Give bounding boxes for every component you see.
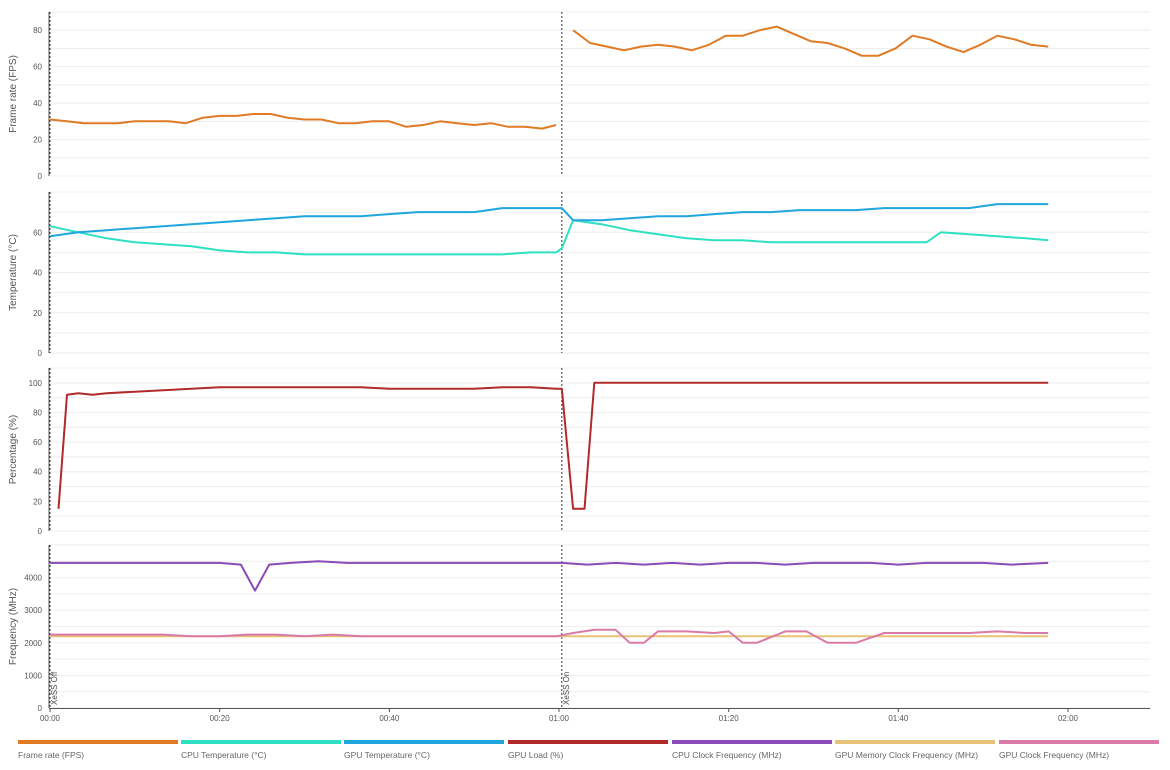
legend-item-cpu-temperature[interactable]: CPU Temperature (°C) xyxy=(181,740,341,766)
series-line xyxy=(49,113,557,130)
y-tick-label: 80 xyxy=(33,26,42,35)
y-tick-label: 60 xyxy=(33,438,42,447)
y-tick-label: 40 xyxy=(33,269,42,278)
legend-label: Frame rate (FPS) xyxy=(18,750,85,760)
x-tick-label: 00:20 xyxy=(210,714,231,723)
y-tick-label: 40 xyxy=(33,99,42,108)
legend-label: CPU Temperature (°C) xyxy=(181,750,267,760)
x-tick-label: 01:00 xyxy=(549,714,570,723)
y-tick-label: 60 xyxy=(33,63,42,72)
y-tick-label: 0 xyxy=(38,704,43,713)
y-tick-label: 20 xyxy=(33,136,42,145)
legend-item-gpu-memory-clock[interactable]: GPU Memory Clock Frequency (MHz) xyxy=(835,740,995,766)
legend-swatch xyxy=(181,740,341,744)
legend-item-frame-rate[interactable]: Frame rate (FPS) xyxy=(18,740,178,766)
y-tick-label: 80 xyxy=(33,408,42,417)
y-axis-label: Frame rate (FPS) xyxy=(8,55,19,133)
y-tick-label: 4000 xyxy=(24,574,42,583)
legend-swatch xyxy=(835,740,995,744)
legend-swatch xyxy=(672,740,832,744)
y-tick-label: 60 xyxy=(33,228,42,237)
legend-item-gpu-load[interactable]: GPU Load (%) xyxy=(508,740,668,766)
y-tick-label: 20 xyxy=(33,309,42,318)
y-axis-label: Temperature (°C) xyxy=(8,234,19,311)
y-tick-label: 3000 xyxy=(24,606,42,615)
x-tick-label: 01:20 xyxy=(719,714,740,723)
y-axis-label: Percentage (%) xyxy=(8,415,19,484)
series-line xyxy=(572,25,1049,57)
y-tick-label: 20 xyxy=(33,497,42,506)
legend-label: GPU Temperature (°C) xyxy=(344,750,430,760)
series-line xyxy=(573,203,1049,222)
y-tick-label: 0 xyxy=(38,349,43,358)
x-tick-label: 01:40 xyxy=(888,714,909,723)
legend-item-gpu-clock[interactable]: GPU Clock Frequency (MHz) xyxy=(999,740,1159,766)
legend-item-gpu-temperature[interactable]: GPU Temperature (°C) xyxy=(344,740,504,766)
series-line xyxy=(572,219,1049,244)
series-line xyxy=(50,628,1049,644)
y-tick-label: 40 xyxy=(33,468,42,477)
series-line xyxy=(57,381,1049,510)
legend-label: GPU Load (%) xyxy=(508,750,564,760)
legend-label: CPU Clock Frequency (MHz) xyxy=(672,750,782,760)
legend-swatch xyxy=(508,740,668,744)
chart-legend: Frame rate (FPS) CPU Temperature (°C) GP… xyxy=(0,736,1170,770)
y-tick-label: 100 xyxy=(29,379,43,388)
y-tick-label: 2000 xyxy=(24,639,42,648)
legend-item-cpu-clock[interactable]: CPU Clock Frequency (MHz) xyxy=(672,740,832,766)
y-tick-label: 1000 xyxy=(24,671,42,680)
legend-label: GPU Clock Frequency (MHz) xyxy=(999,750,1110,760)
chart-canvas: 0 20 40 60 80 Frame rate (FPS) 0 20 40 60 Temperat… xyxy=(8,11,1150,723)
series-line xyxy=(49,207,574,238)
x-tick-label: 00:00 xyxy=(40,714,61,723)
x-tick-label: 02:00 xyxy=(1058,714,1079,723)
legend-label: GPU Memory Clock Frequency (MHz) xyxy=(835,750,979,760)
series-line xyxy=(50,560,1049,592)
y-axis-label: Frequency (MHz) xyxy=(8,588,19,665)
y-tick-label: 0 xyxy=(38,527,43,536)
y-tick-label: 0 xyxy=(38,172,43,181)
event-marker-label: XeSS On xyxy=(562,672,571,705)
legend-swatch xyxy=(344,740,504,744)
event-marker-label: XeSS Off xyxy=(50,671,59,705)
legend-swatch xyxy=(18,740,178,744)
legend-swatch xyxy=(999,740,1159,744)
x-tick-label: 00:40 xyxy=(379,714,400,723)
series-line xyxy=(49,219,575,256)
